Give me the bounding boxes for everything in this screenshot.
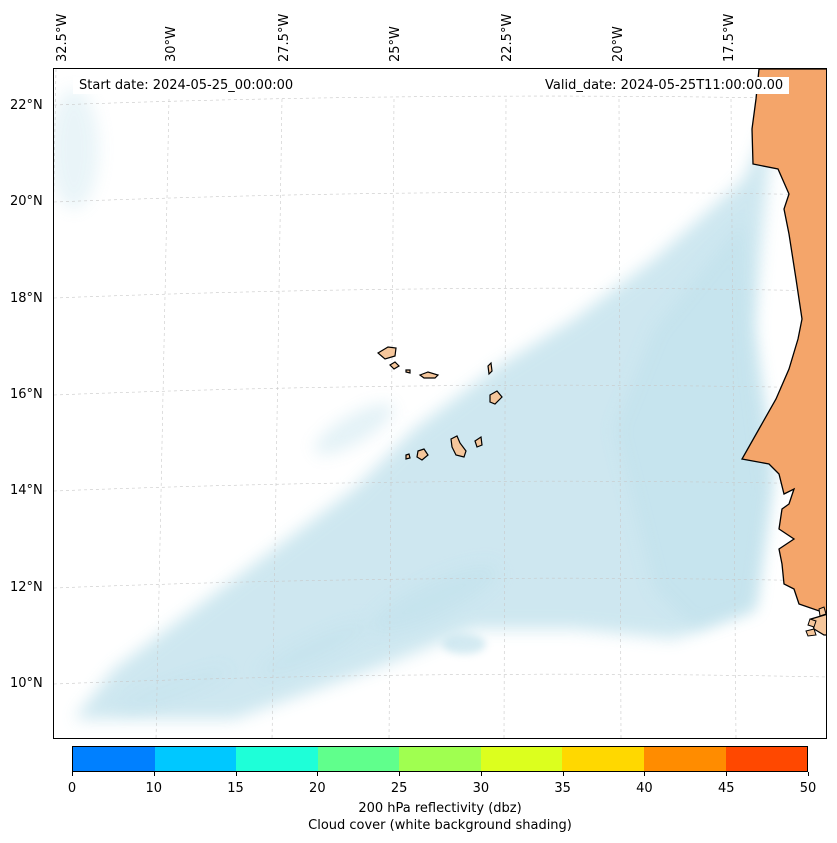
colorbar-segment [725,747,808,771]
cloud-patch-4 [442,634,486,654]
map-canvas [54,69,826,738]
colorbar-segment [154,747,237,771]
cape-verde-islands [376,346,503,461]
lat-label-16n: 16°N [10,387,43,402]
colorbar-tick-mark [153,772,155,776]
graticule [54,69,826,738]
colorbar-segment [643,747,726,771]
lat-label-20n: 20°N [10,194,43,209]
island-maio [474,435,483,448]
colorbar-tick-label: 30 [472,781,490,796]
west-africa-land [740,69,826,614]
island-brava [405,453,411,460]
lon-label-25w: 25°W [388,26,403,62]
meridian-22-5w [503,98,507,738]
valid-date-label: Valid_date: 2024-05-25T11:00:00.00 [539,77,790,94]
parallel-20n [54,191,826,203]
colorbar-tick-mark [480,772,482,776]
island-b3 [805,628,817,637]
lon-label-22-5w: 22.5°W [500,13,515,62]
colorbar-tick-mark [399,772,401,776]
colorbar-tick-mark [644,772,646,776]
island-sao-vicente [389,361,400,370]
bijagos-islands [805,606,826,637]
parallel-16n [54,384,826,396]
parallel-14n [54,480,826,492]
colorbar-tick-mark [808,772,809,776]
island-sal [487,361,493,376]
start-date-label: Start date: 2024-05-25_00:00:00 [73,77,300,94]
island-santo-antao [376,346,397,360]
parallel-18n [54,287,826,299]
meridian-20w [618,98,622,738]
colorbar-segment [562,747,644,771]
parallel-22n [54,95,826,106]
colorbar-tick-mark [726,772,728,776]
colorbar-label: 200 hPa reflectivity (dbz) [358,801,522,816]
colorbar-segment [480,747,563,771]
lat-label-14n: 14°N [10,483,43,498]
parallel-10n [54,673,826,685]
colorbar-tick-label: 10 [145,781,163,796]
island-fogo [416,448,429,461]
island-b1 [818,606,826,617]
cloud-patch-3 [259,621,369,677]
cloud-patch-2 [314,403,394,455]
colorbar-tick-label: 20 [309,781,326,796]
meridian-17-5w [730,98,737,738]
colorbar-tick-label: 35 [554,781,571,796]
colorbar-tick-label: 25 [390,781,408,796]
colorbar-tick-label: 0 [67,781,77,796]
colorbar-tick-mark [72,772,73,776]
island-santiago [450,435,467,458]
lon-label-20w: 20°W [611,26,626,62]
cloud-cover-shading [54,89,774,719]
lat-label-18n: 18°N [10,291,43,306]
meridian-25w [388,98,395,738]
cloud-patch-5 [54,89,99,209]
colorbar-tick-label: 40 [636,781,653,796]
cloud-band-main [74,109,774,719]
lat-label-12n: 12°N [10,580,43,595]
colorbar-tick-mark [235,772,237,776]
colorbar-tick-mark [562,772,564,776]
lon-label-32-5w: 32.5°W [55,13,70,62]
colorbar-tick-label: 15 [227,781,244,796]
cloud-patch-1 [370,565,498,633]
meridian-30w [155,98,170,738]
reflectivity-colorbar [72,746,808,772]
lon-label-27-5w: 27.5°W [277,13,292,62]
colorbar-segment [317,747,400,771]
island-sao-nicolau [418,371,440,379]
lon-label-30w: 30°W [164,26,179,62]
cloud-patch-6 [117,666,231,712]
cloud-core [614,219,769,629]
colorbar-tick-label: 50 [799,781,817,796]
colorbar-segment [73,747,155,771]
island-b2 [807,618,817,628]
island-boa-vista [489,390,503,405]
guinea-coast-land [810,613,826,636]
parallel-12n [54,577,826,589]
map-panel[interactable]: Start date: 2024-05-25_00:00:00 Valid_da… [53,68,827,739]
meridian-27-5w [271,98,283,738]
lat-label-22n: 22°N [10,98,43,113]
colorbar-tick-mark [317,772,319,776]
lon-label-17-5w: 17.5°W [722,13,737,62]
colorbar-segment [399,747,481,771]
colorbar-segment [236,747,318,771]
colorbar-sublabel: Cloud cover (white background shading) [308,818,572,833]
lat-label-10n: 10°N [10,676,43,691]
colorbar-tick-label: 45 [717,781,735,796]
island-santa-luzia [405,369,411,374]
